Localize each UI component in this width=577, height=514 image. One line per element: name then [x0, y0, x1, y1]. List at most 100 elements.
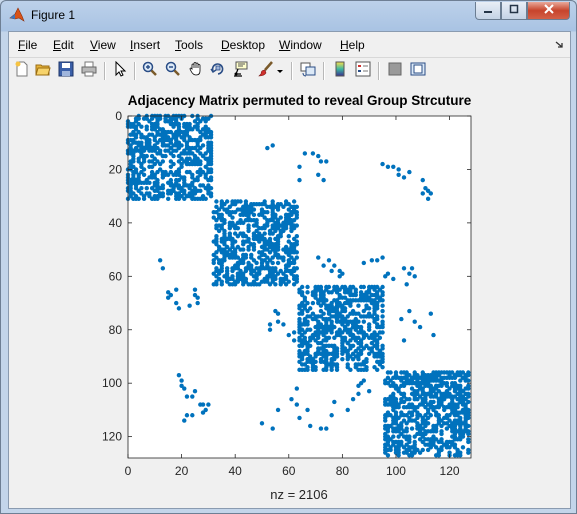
open-file-button[interactable] — [33, 61, 53, 81]
brush-dropdown-button[interactable] — [275, 61, 285, 81]
nonzero-marker — [275, 207, 281, 212]
menu-edit[interactable]: Edit — [53, 38, 74, 52]
menu-file[interactable]: File — [18, 38, 37, 52]
nonzero-marker — [466, 439, 471, 445]
menu-insert[interactable]: Insert — [130, 38, 160, 52]
insert-colorbar-icon — [332, 61, 348, 82]
hide-plot-tools-button[interactable] — [385, 61, 405, 81]
nonzero-marker — [203, 151, 208, 156]
zoom-in-button[interactable] — [140, 61, 160, 81]
nonzero-marker — [278, 234, 283, 239]
nonzero-marker — [179, 156, 184, 161]
nonzero-marker — [444, 426, 450, 431]
nonzero-marker — [318, 314, 324, 319]
nonzero-marker — [243, 279, 249, 284]
nonzero-marker — [329, 268, 334, 274]
nonzero-marker — [380, 324, 385, 330]
figure-canvas[interactable]: Adjacency Matrix permuted to reveal Grou… — [9, 84, 570, 508]
menu-label: indow — [290, 38, 322, 52]
menu-tools[interactable]: Tools — [175, 38, 203, 52]
nonzero-marker — [254, 223, 259, 228]
pan-button[interactable] — [186, 61, 206, 81]
nonzero-marker — [190, 127, 195, 132]
show-plot-tools-button[interactable] — [408, 61, 428, 81]
nonzero-marker — [329, 413, 334, 418]
nonzero-marker — [241, 260, 246, 266]
insert-colorbar-button[interactable] — [330, 61, 350, 81]
link-plot-button[interactable] — [298, 61, 318, 81]
spy-plot-axes[interactable]: 0 20 40 60 80 100 120 0 20 40 60 80 100 120 — [9, 84, 570, 508]
nonzero-marker — [176, 196, 182, 202]
nonzero-marker — [198, 151, 203, 156]
nonzero-marker — [420, 439, 425, 445]
nonzero-marker — [409, 266, 415, 271]
zoom-out-button[interactable] — [163, 61, 183, 81]
x-tick-label: 60 — [282, 464, 296, 478]
nonzero-marker — [227, 226, 233, 231]
nonzero-marker — [136, 116, 141, 121]
nonzero-marker — [442, 397, 447, 402]
menu-window[interactable]: Window — [279, 38, 322, 52]
nonzero-marker — [466, 431, 471, 437]
nonzero-marker — [141, 159, 147, 164]
nonzero-marker — [305, 367, 310, 373]
nonzero-marker — [305, 308, 310, 314]
nonzero-marker — [364, 359, 369, 365]
print-button[interactable] — [79, 61, 99, 81]
dock-arrow-icon[interactable] — [554, 39, 564, 52]
nonzero-marker — [283, 226, 289, 231]
rotate-3d-button[interactable] — [208, 61, 228, 81]
menu-desktop[interactable]: Desktop — [221, 38, 265, 52]
title-bar[interactable]: Figure 1 — [1, 1, 576, 31]
data-cursor-icon — [233, 61, 249, 82]
nonzero-marker — [466, 394, 471, 399]
data-cursor-button[interactable] — [231, 61, 251, 81]
menu-label: dit — [61, 38, 74, 52]
nonzero-marker — [310, 151, 316, 156]
brush-button[interactable] — [256, 60, 276, 81]
new-figure-button[interactable] — [12, 61, 32, 81]
nonzero-marker — [326, 335, 332, 340]
nonzero-marker — [439, 439, 444, 445]
nonzero-marker — [340, 322, 345, 327]
nonzero-marker — [141, 148, 147, 153]
nonzero-marker — [460, 370, 466, 375]
nonzero-marker — [299, 332, 305, 338]
nonzero-marker — [211, 271, 216, 276]
insert-legend-button[interactable] — [353, 61, 373, 81]
nonzero-marker — [147, 180, 152, 185]
nonzero-marker — [417, 437, 423, 442]
nonzero-marker — [262, 215, 267, 220]
nonzero-marker — [361, 378, 367, 383]
close-button[interactable] — [527, 2, 570, 20]
nonzero-marker — [345, 407, 350, 413]
edit-plot-button[interactable] — [110, 60, 130, 81]
nonzero-marker — [192, 145, 198, 151]
nonzero-marker — [412, 407, 417, 413]
nonzero-marker — [297, 415, 302, 421]
nonzero-marker — [361, 319, 367, 324]
save-button[interactable] — [56, 61, 76, 81]
nonzero-marker — [345, 314, 350, 319]
nonzero-marker — [313, 295, 318, 300]
nonzero-marker — [192, 119, 198, 124]
nonzero-marker — [447, 418, 452, 423]
nonzero-marker — [431, 407, 436, 413]
nonzero-marker — [447, 445, 452, 450]
nonzero-marker — [208, 135, 214, 140]
menu-view[interactable]: View — [90, 38, 116, 52]
maximize-button[interactable] — [501, 2, 527, 20]
minimize-button[interactable] — [475, 2, 501, 20]
nonzero-marker — [198, 145, 203, 151]
nonzero-marker — [310, 311, 316, 316]
nonzero-marker — [310, 300, 316, 306]
nonzero-marker — [168, 145, 174, 151]
nonzero-marker — [291, 218, 297, 223]
nonzero-marker — [433, 394, 439, 399]
nonzero-marker — [208, 177, 214, 183]
nonzero-marker — [235, 226, 241, 231]
menu-help[interactable]: Help — [340, 38, 365, 52]
nonzero-marker — [149, 116, 155, 121]
nonzero-marker — [337, 332, 342, 338]
nonzero-marker — [168, 151, 174, 156]
